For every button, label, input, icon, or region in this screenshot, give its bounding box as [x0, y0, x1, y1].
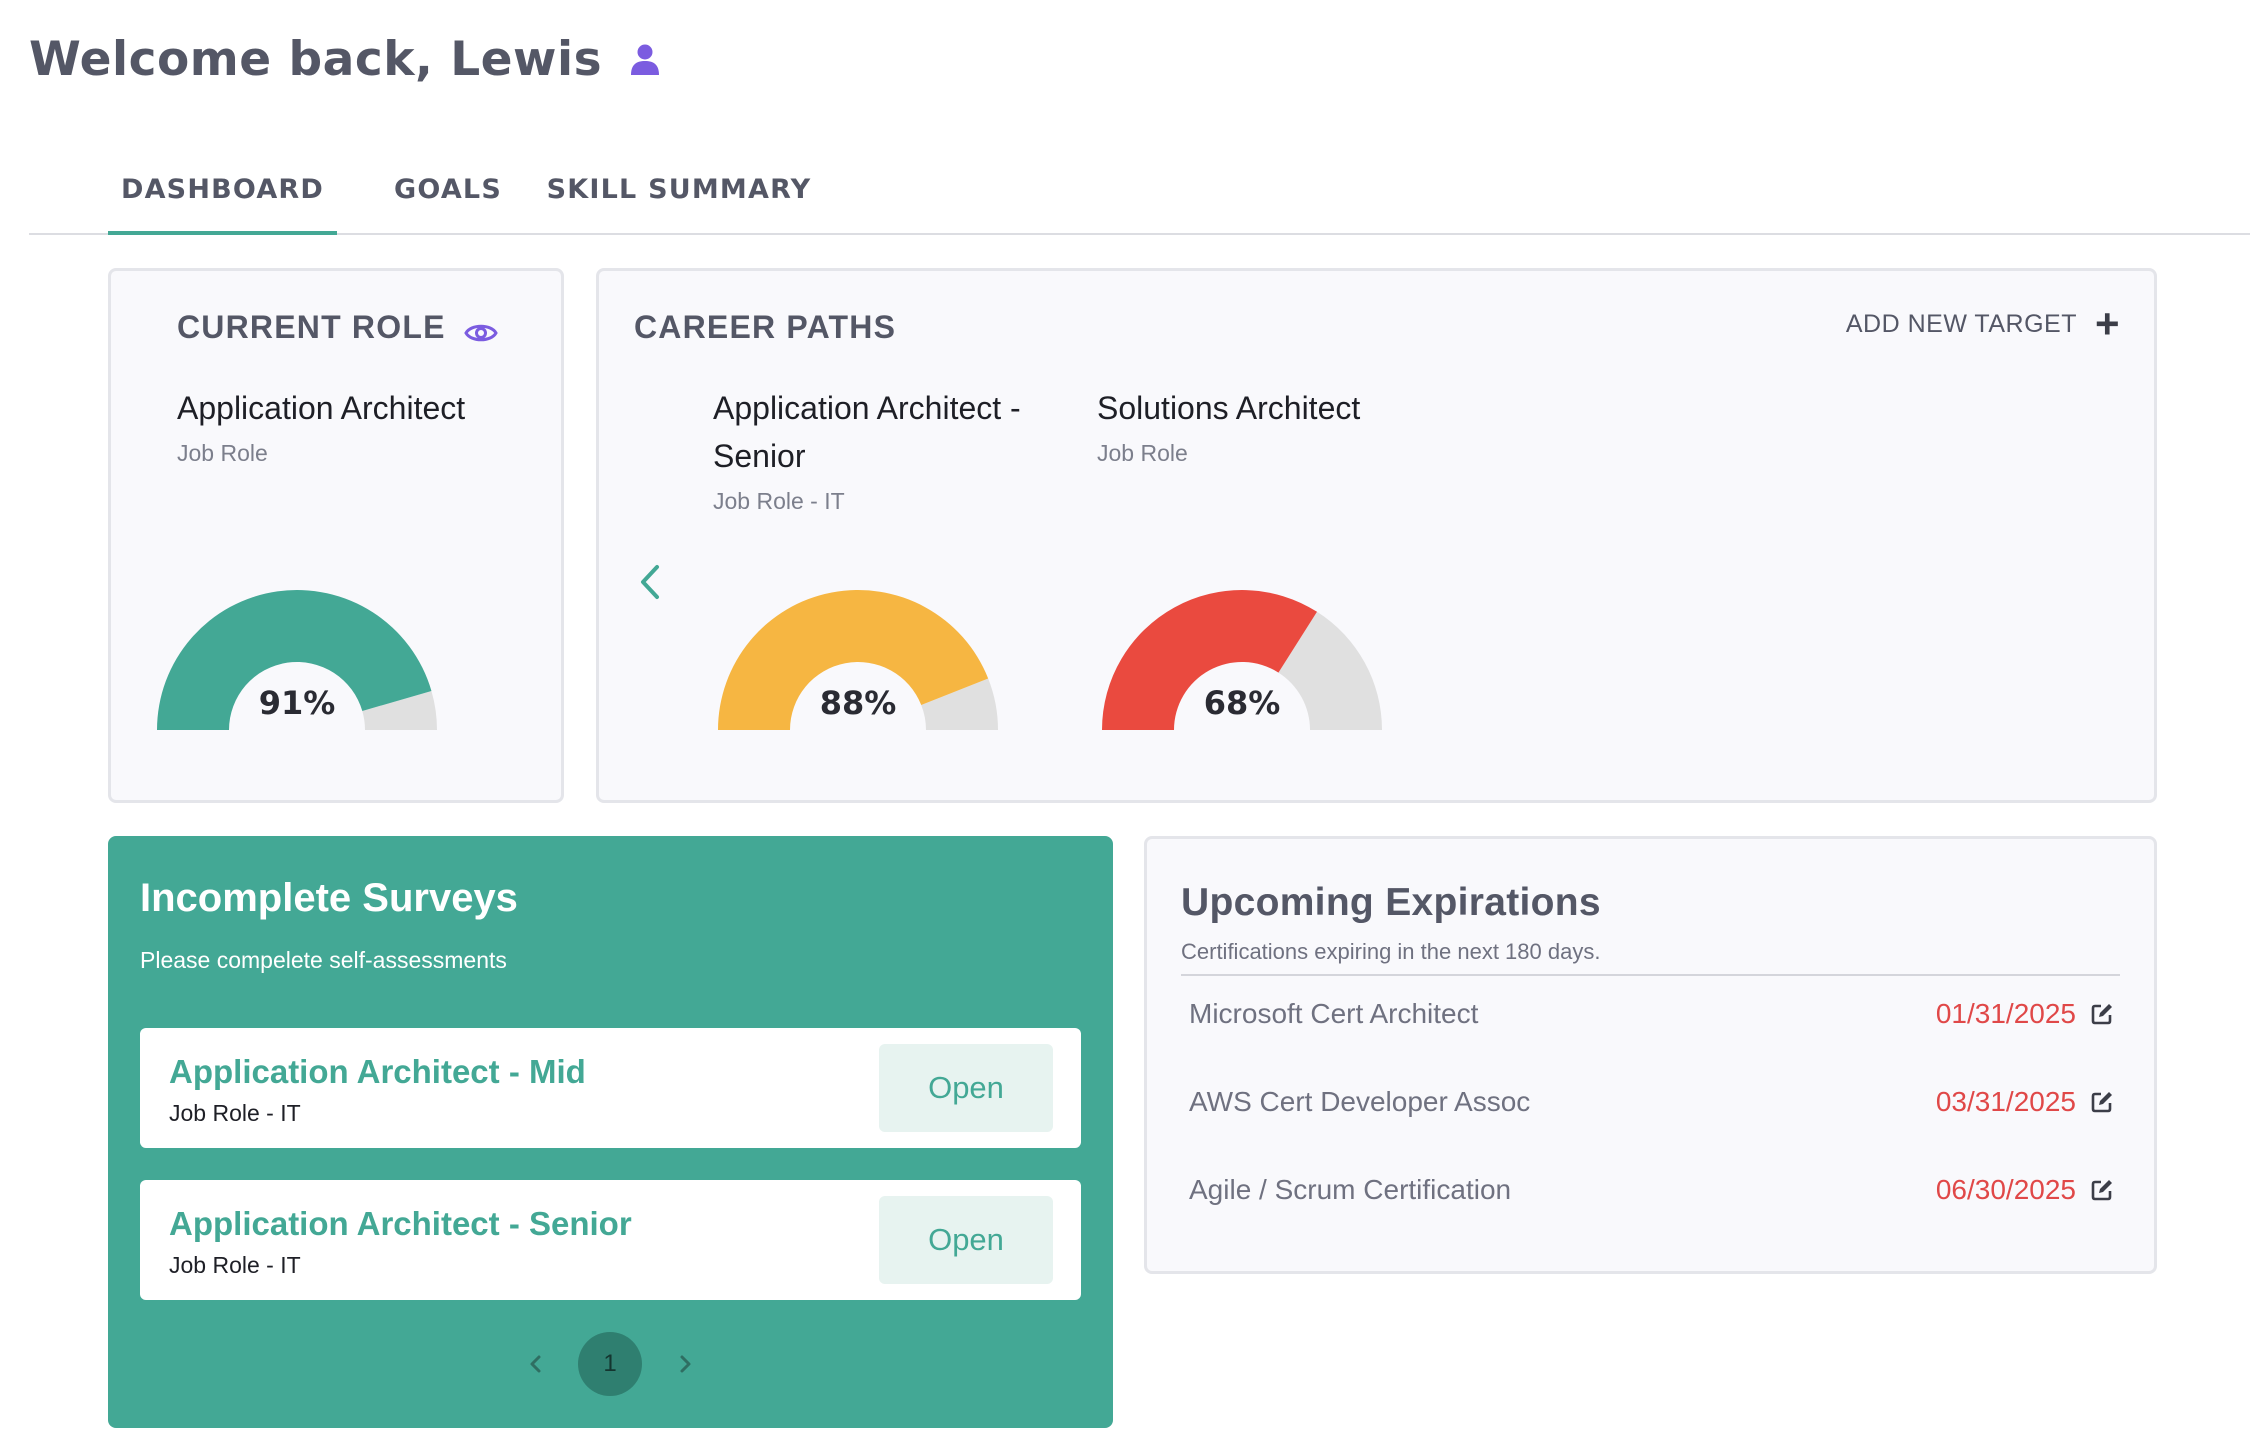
career-path-type: Job Role: [1097, 440, 1188, 466]
career-path-name-line1: Solutions Architect: [1097, 390, 1361, 426]
gauge-fill: [1102, 590, 1318, 730]
upcoming-expirations-card: Upcoming Expirations Certifications expi…: [1144, 836, 2157, 1274]
career-paths-title: CAREER PATHS: [634, 309, 897, 345]
chevron-right-icon[interactable]: [674, 1344, 698, 1384]
current-role-type: Job Role: [177, 440, 268, 466]
career-path-percent: 88%: [819, 684, 897, 722]
expiration-row: AWS Cert Developer Assoc 03/31/2025: [1181, 1072, 2120, 1132]
open-survey-button[interactable]: Open: [879, 1044, 1053, 1132]
expiration-row: Microsoft Cert Architect 01/31/2025: [1181, 984, 2120, 1044]
current-role-name: Application Architect: [177, 390, 466, 426]
expiration-date: 03/31/2025: [1935, 1086, 2076, 1117]
current-role-card: CURRENT ROLE Application Architect Job R…: [108, 268, 564, 803]
surveys-subtitle: Please compelete self-assessments: [140, 947, 507, 973]
open-survey-button[interactable]: Open: [879, 1196, 1053, 1284]
survey-item: Application Architect - Senior Job Role …: [140, 1180, 1081, 1300]
career-path-gauge[interactable]: 68%: [1097, 588, 1387, 738]
career-path-type: Job Role - IT: [713, 488, 845, 514]
tab-skill-summary[interactable]: SKILL SUMMARY: [546, 173, 812, 205]
add-new-target-button[interactable]: ADD NEW TARGET +: [1845, 300, 2120, 347]
career-path-name-line2: Senior: [713, 438, 806, 474]
current-role-title: CURRENT ROLE: [177, 309, 446, 345]
edit-icon[interactable]: [2090, 1090, 2114, 1114]
edit-icon[interactable]: [2090, 1002, 2114, 1026]
expirations-title: Upcoming Expirations: [1181, 881, 1601, 924]
expirations-list: Microsoft Cert Architect 01/31/2025 AWS …: [1181, 974, 2120, 1205]
survey-item-name[interactable]: Application Architect - Senior: [169, 1205, 632, 1242]
current-role-gauge: 91%: [152, 588, 442, 738]
certification-name: AWS Cert Developer Assoc: [1189, 1086, 1531, 1117]
certification-name: Agile / Scrum Certification: [1189, 1174, 1512, 1205]
expiration-date: 01/31/2025: [1935, 998, 2076, 1029]
welcome-title: Welcome back, Lewis: [29, 31, 603, 87]
current-role-heading: CURRENT ROLE: [177, 309, 498, 346]
add-new-target-label: ADD NEW TARGET: [1845, 309, 2077, 338]
career-paths-card: CAREER PATHS ADD NEW TARGET + Applicatio…: [596, 268, 2157, 803]
survey-item-name[interactable]: Application Architect - Mid: [169, 1053, 586, 1090]
pagination: 1: [108, 1332, 1113, 1396]
tab-dashboard[interactable]: DASHBOARD: [108, 145, 337, 235]
eye-icon[interactable]: [463, 316, 498, 341]
career-path-gauge[interactable]: 88%: [713, 588, 1003, 738]
gauge-track: [362, 690, 437, 730]
career-path-percent: 68%: [1203, 684, 1281, 722]
expiration-date: 06/30/2025: [1935, 1174, 2076, 1205]
gauge-track: [921, 678, 998, 730]
incomplete-surveys-panel: Incomplete Surveys Please compelete self…: [108, 836, 1113, 1428]
tab-goals[interactable]: GOALS: [394, 173, 502, 205]
survey-item-type: Job Role - IT: [169, 1100, 301, 1126]
welcome-header: Welcome back, Lewis: [29, 22, 662, 96]
survey-item: Application Architect - Mid Job Role - I…: [140, 1028, 1081, 1148]
current-role-percent: 91%: [258, 684, 336, 722]
career-path-name-line1: Application Architect -: [713, 390, 1021, 426]
surveys-title: Incomplete Surveys: [140, 876, 518, 920]
edit-icon[interactable]: [2090, 1178, 2114, 1202]
chevron-left-icon[interactable]: [635, 561, 665, 603]
expirations-subtitle: Certifications expiring in the next 180 …: [1181, 939, 1601, 964]
plus-icon: +: [2094, 300, 2120, 347]
gauge-track: [1278, 611, 1382, 730]
tab-bar: DASHBOARD GOALS SKILL SUMMARY: [29, 145, 2250, 235]
survey-item-type: Job Role - IT: [169, 1252, 301, 1278]
page-number-button[interactable]: 1: [578, 1332, 642, 1396]
chevron-left-icon[interactable]: [523, 1344, 547, 1384]
gauge-fill: [157, 590, 432, 730]
user-icon[interactable]: [628, 42, 662, 76]
certification-name: Microsoft Cert Architect: [1189, 998, 1479, 1029]
expiration-row: Agile / Scrum Certification 06/30/2025: [1181, 1160, 2120, 1220]
gauge-fill: [718, 590, 989, 730]
